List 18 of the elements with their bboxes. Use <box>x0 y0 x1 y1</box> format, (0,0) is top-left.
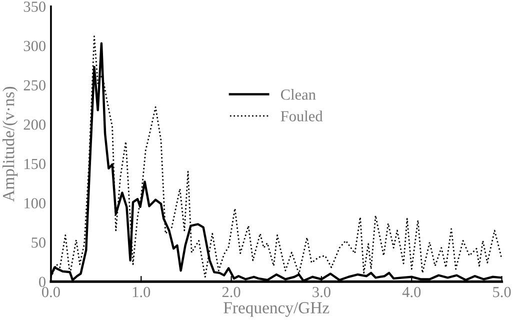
x-axis-title: Frequency/GHz <box>224 302 330 317</box>
x-tick-label: 4.0 <box>402 286 421 298</box>
y-tick-label: 350 <box>24 2 46 12</box>
x-tick-label: 1.0 <box>132 286 150 298</box>
legend-label: Fouled <box>280 110 323 122</box>
x-tick-label: 3.0 <box>312 286 330 298</box>
y-tick-label: 50 <box>32 237 46 248</box>
x-tick-label: 5.0 <box>493 286 511 298</box>
y-axis-title: Amplitude/(v·ns) <box>2 86 18 202</box>
x-tick-label: 2.0 <box>222 286 240 298</box>
y-tick-label: 150 <box>24 158 46 170</box>
y-tick-label: 0 <box>39 276 46 288</box>
legend-label: Clean <box>280 89 316 100</box>
y-tick-label: 300 <box>24 40 46 52</box>
y-tick-label: 250 <box>24 80 46 90</box>
y-tick-label: 100 <box>24 198 46 208</box>
y-tick-label: 200 <box>24 119 46 130</box>
x-tick-label: 0.0 <box>42 286 60 298</box>
